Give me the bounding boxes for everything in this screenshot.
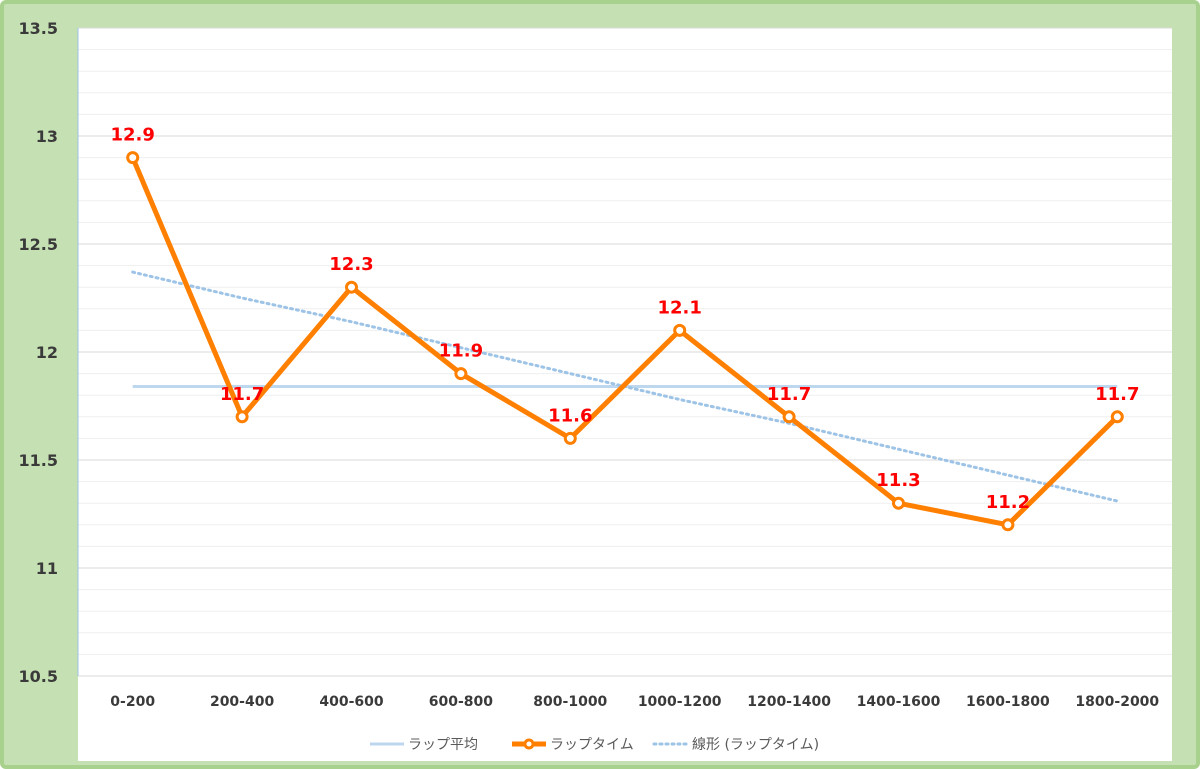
y-tick-label: 10.5 (19, 667, 58, 686)
lap-time-series-line (130, 156, 1120, 528)
lap-time-point (1110, 410, 1124, 424)
data-label: 12.3 (329, 254, 373, 275)
data-label: 11.2 (986, 492, 1030, 513)
data-label: 11.7 (1095, 384, 1139, 405)
lap-time-point (126, 151, 140, 165)
data-label: 12.1 (657, 297, 701, 318)
y-tick-label: 12.5 (19, 235, 58, 254)
legend-label: 線形 (ラップタイム) (692, 737, 819, 753)
y-axis-ticks: 10.5 11 11.5 12 12.5 13 13.5 (19, 19, 58, 686)
y-tick-label: 13.5 (19, 19, 58, 38)
y-tick-label: 11 (36, 559, 58, 578)
x-tick-label: 1000-1200 (638, 694, 722, 710)
y-tick-label: 12 (36, 343, 58, 362)
data-label: 11.6 (548, 405, 592, 426)
x-axis-ticks: 0-200 200-400 400-600 600-800 800-1000 1000-1… (110, 694, 1159, 710)
x-tick-label: 1200-1400 (747, 694, 831, 710)
x-tick-label: 800-1000 (533, 694, 607, 710)
legend-label: ラップ平均 (408, 737, 478, 753)
data-label: 11.3 (876, 470, 920, 491)
lap-time-point (892, 496, 905, 510)
legend-area (78, 676, 1172, 761)
y-tick-label: 11.5 (19, 451, 58, 470)
data-label: 11.9 (439, 341, 483, 362)
legend-label: ラップタイム (550, 737, 634, 753)
lap-time-point (454, 367, 468, 381)
data-labels: 12.9 11.7 12.3 11.9 11.6 12.1 11.7 11.3 11.2 11.7 (110, 125, 1139, 513)
legend: ラップ平均 ラップタイム 線形 (ラップタイム) (370, 737, 819, 753)
lap-time-point (1001, 518, 1015, 532)
x-tick-label: 1400-1600 (857, 694, 941, 710)
x-tick-label: 600-800 (429, 694, 494, 710)
data-label: 11.7 (220, 384, 264, 405)
x-tick-label: 0-200 (110, 694, 155, 710)
lap-time-point (235, 410, 249, 424)
y-tick-label: 13 (36, 127, 58, 146)
lap-time-point (673, 323, 687, 337)
data-label: 12.9 (110, 125, 154, 146)
x-tick-label: 200-400 (210, 694, 275, 710)
gridlines (78, 27, 1172, 677)
lap-time-point (563, 431, 577, 445)
lap-time-point (782, 410, 796, 424)
data-label: 11.7 (767, 384, 811, 405)
x-tick-label: 1800-2000 (1075, 694, 1159, 710)
x-tick-label: 400-600 (319, 694, 384, 710)
legend-swatch-lap-time-marker (523, 738, 535, 750)
x-tick-label: 1600-1800 (966, 694, 1050, 710)
series-group (126, 151, 1124, 532)
lap-time-point (345, 280, 358, 294)
